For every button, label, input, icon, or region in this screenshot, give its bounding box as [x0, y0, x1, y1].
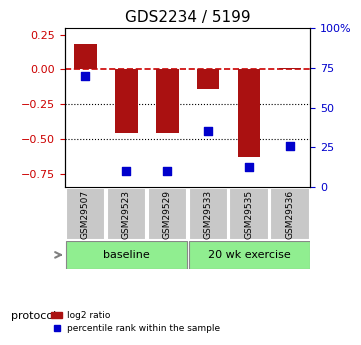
Text: GSM29523: GSM29523: [122, 189, 131, 238]
Text: GSM29529: GSM29529: [163, 189, 172, 238]
Text: GSM29533: GSM29533: [204, 189, 213, 239]
FancyBboxPatch shape: [230, 188, 269, 240]
Point: [123, 169, 129, 174]
Bar: [156, 69, 178, 133]
Title: GDS2234 / 5199: GDS2234 / 5199: [125, 10, 251, 25]
Text: 20 wk exercise: 20 wk exercise: [208, 250, 291, 260]
FancyBboxPatch shape: [66, 241, 187, 268]
FancyBboxPatch shape: [188, 241, 310, 268]
Legend: log2 ratio, percentile rank within the sample: log2 ratio, percentile rank within the s…: [48, 307, 223, 337]
Bar: [238, 69, 260, 157]
Text: GSM29536: GSM29536: [286, 189, 295, 239]
Text: GSM29535: GSM29535: [245, 189, 253, 239]
Point: [164, 169, 170, 174]
FancyBboxPatch shape: [188, 188, 228, 240]
FancyBboxPatch shape: [148, 188, 187, 240]
FancyBboxPatch shape: [107, 188, 146, 240]
Bar: [197, 69, 219, 89]
FancyBboxPatch shape: [66, 188, 105, 240]
Text: protocol: protocol: [11, 311, 56, 321]
Bar: [279, 68, 301, 69]
Point: [205, 129, 211, 134]
Text: baseline: baseline: [103, 250, 150, 260]
Point: [246, 164, 252, 169]
Text: GSM29507: GSM29507: [81, 189, 90, 239]
Bar: [74, 44, 97, 69]
Point: [83, 73, 88, 78]
FancyBboxPatch shape: [270, 188, 310, 240]
Point: [287, 143, 293, 149]
Bar: [115, 69, 138, 133]
